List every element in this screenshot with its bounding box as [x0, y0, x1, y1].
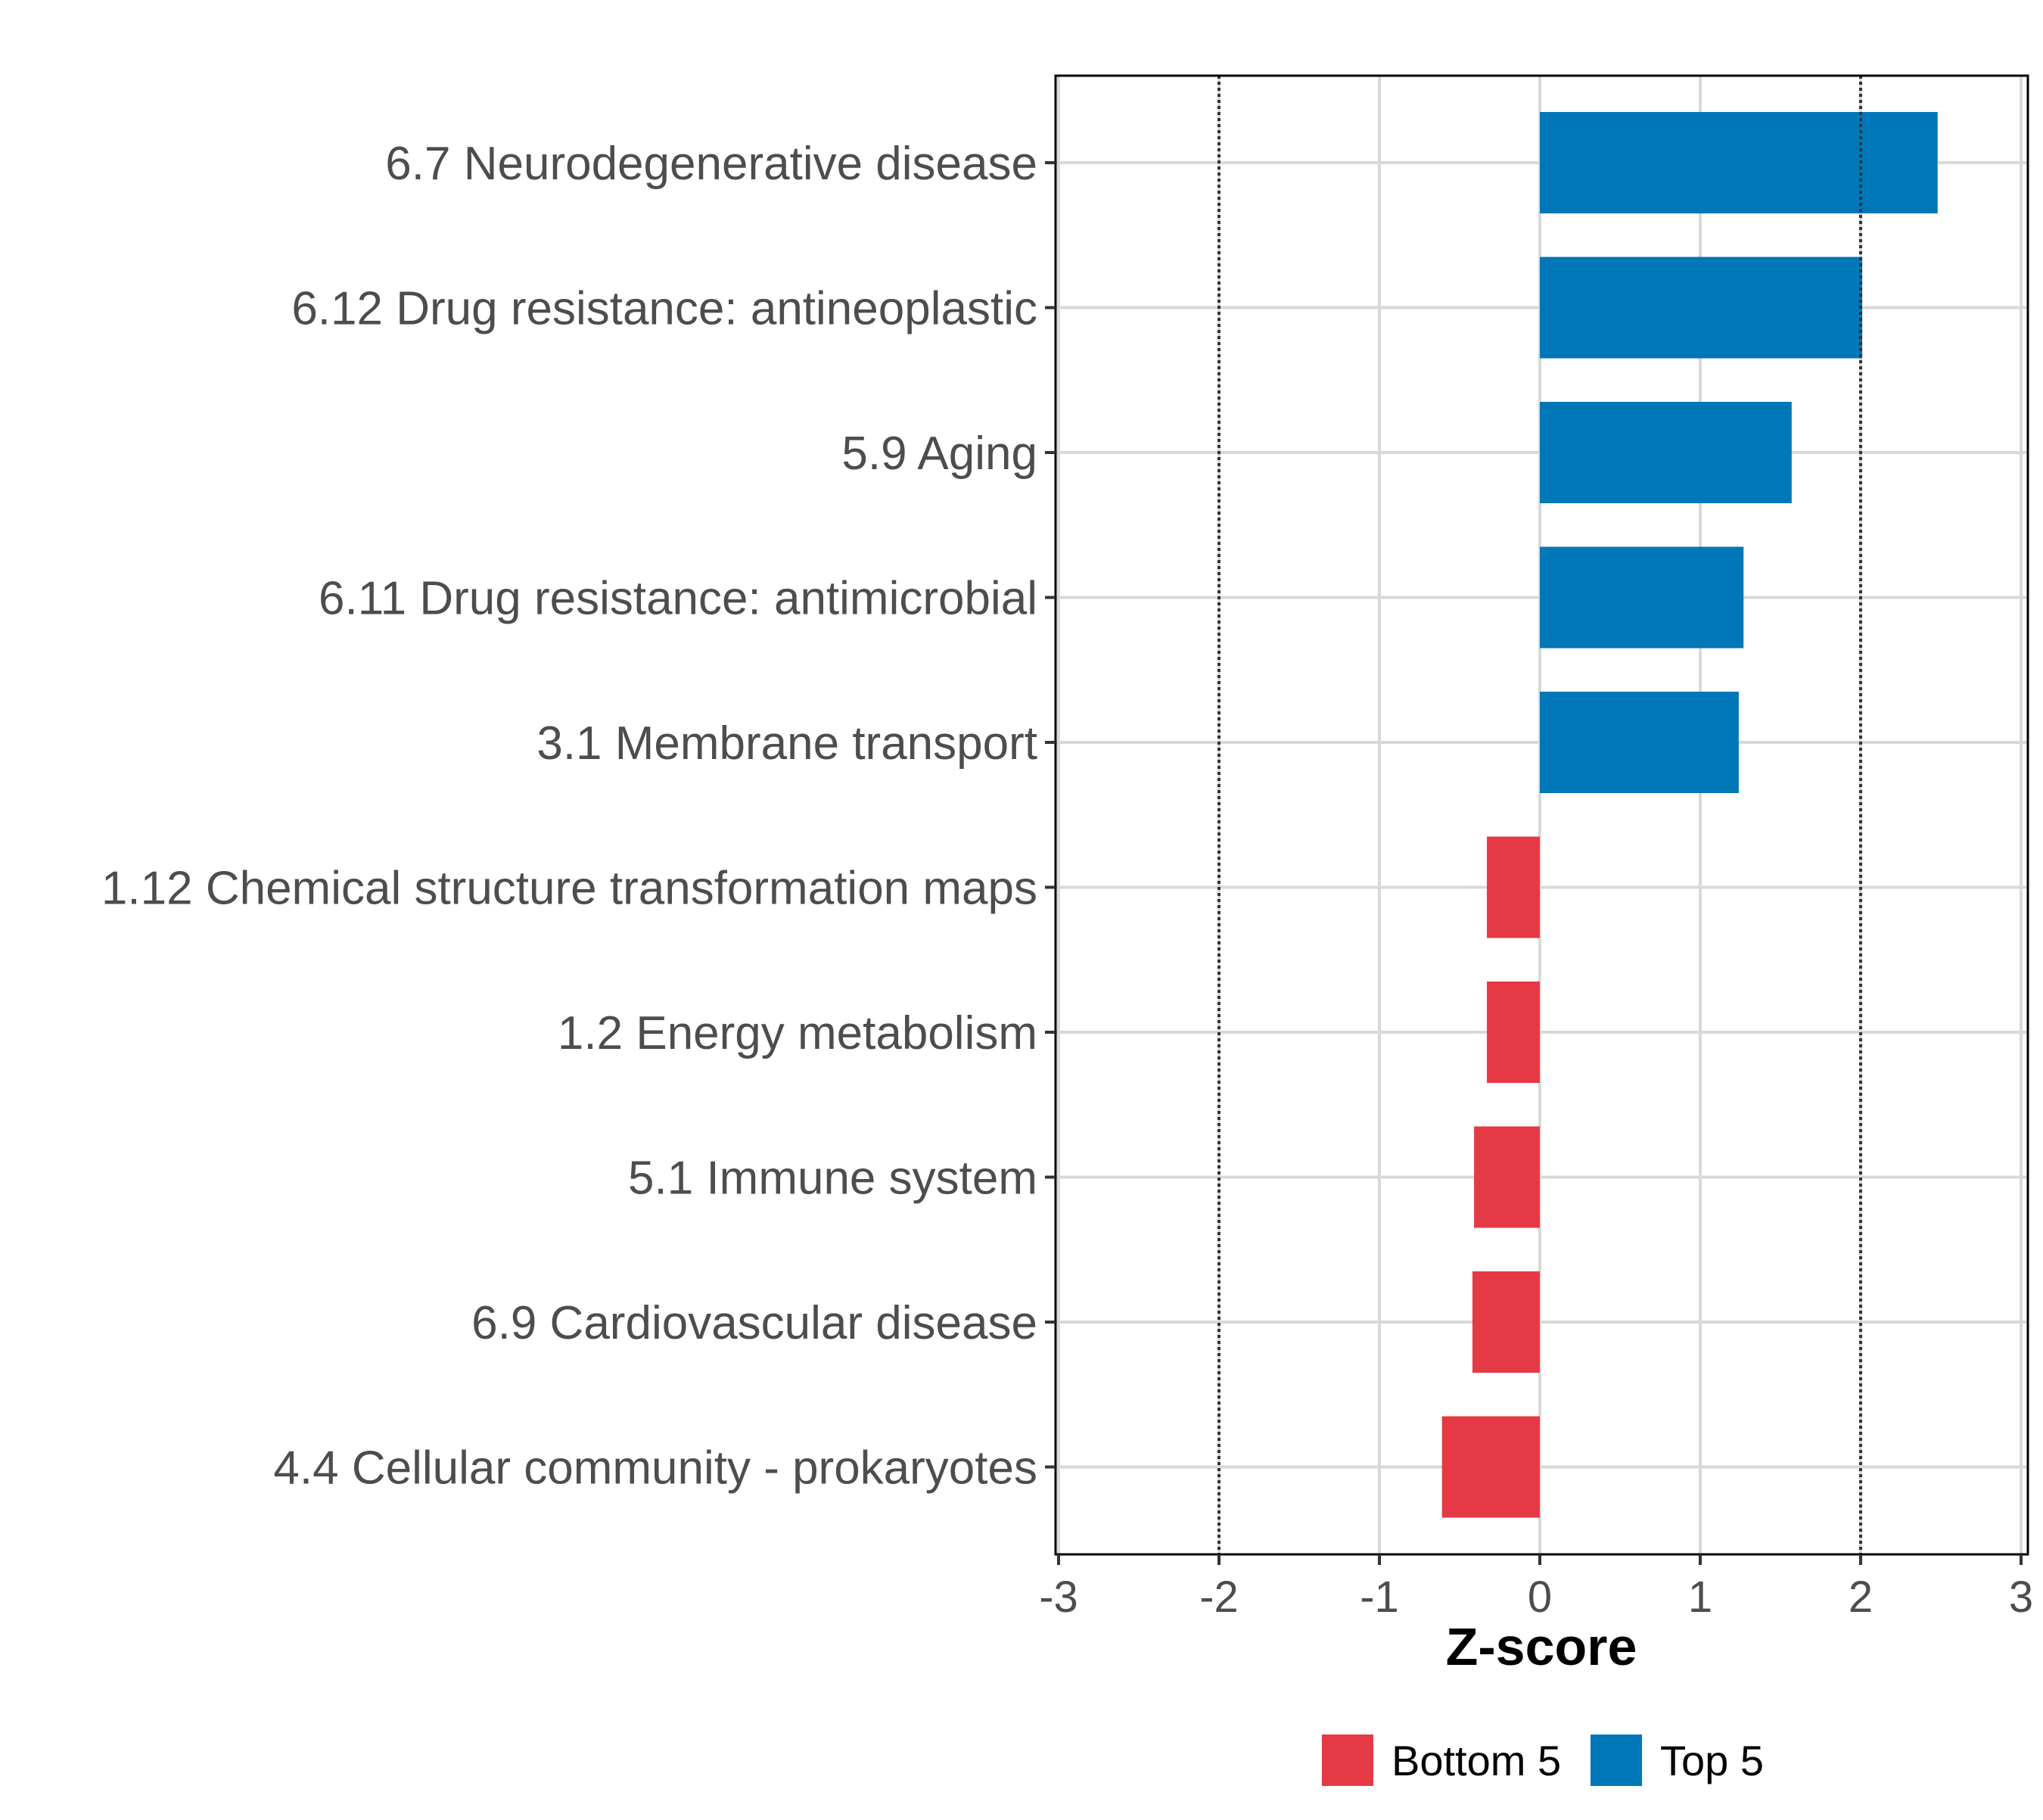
x-tick-label: 1 [1688, 1573, 1712, 1622]
category-label: 6.11 Drug resistance: antimicrobial [319, 573, 1037, 625]
axis-layer: -3 -2 -1 0 1 2 3 [1039, 161, 2033, 1622]
bar-bottom-9 [1472, 1271, 1540, 1373]
category-label: 4.4 Cellular community - prokaryotes [273, 1442, 1037, 1495]
legend-label: Bottom 5 [1392, 1737, 1561, 1784]
legend-swatch [1591, 1734, 1642, 1786]
category-label: 5.9 Aging [841, 428, 1037, 480]
category-label: 6.9 Cardiovascular disease [471, 1297, 1037, 1349]
bar-top-1 [1540, 112, 1938, 213]
category-label: 3.1 Membrane transport [536, 717, 1037, 770]
x-tick-label: 0 [1528, 1573, 1552, 1622]
legend-swatch [1322, 1734, 1373, 1786]
reference-lines [1217, 76, 1862, 1554]
x-axis-title: Z-score [1446, 1617, 1637, 1676]
bar-bottom-7 [1487, 982, 1540, 1083]
category-label: 5.1 Immune system [628, 1153, 1037, 1205]
x-tick-label: 3 [2009, 1573, 2033, 1622]
x-tick-label: -3 [1039, 1573, 1078, 1622]
bar-top-3 [1540, 402, 1792, 503]
bar-bottom-6 [1487, 836, 1540, 938]
category-label: 6.12 Drug resistance: antineoplastic [291, 283, 1037, 335]
category-label: 1.2 Energy metabolism [558, 1007, 1037, 1059]
category-labels: 6.7 Neurodegenerative disease 6.12 Drug r… [101, 138, 1037, 1495]
legend-label: Top 5 [1660, 1737, 1764, 1784]
x-tick-label: 2 [1849, 1573, 1873, 1622]
bar-top-2 [1540, 257, 1863, 359]
x-tick-label: -1 [1360, 1573, 1399, 1622]
legend: Bottom 5 Top 5 [1322, 1734, 1764, 1786]
bar-bottom-10 [1441, 1416, 1540, 1518]
x-tick-label: -2 [1199, 1573, 1239, 1622]
bar-top-5 [1540, 692, 1739, 793]
bar-layer [1441, 112, 1938, 1518]
category-label: 1.12 Chemical structure transformation m… [101, 863, 1037, 915]
bar-bottom-8 [1474, 1126, 1540, 1228]
panel-border [1054, 74, 2029, 1556]
bar-top-4 [1540, 546, 1744, 649]
category-label: 6.7 Neurodegenerative disease [385, 138, 1037, 190]
